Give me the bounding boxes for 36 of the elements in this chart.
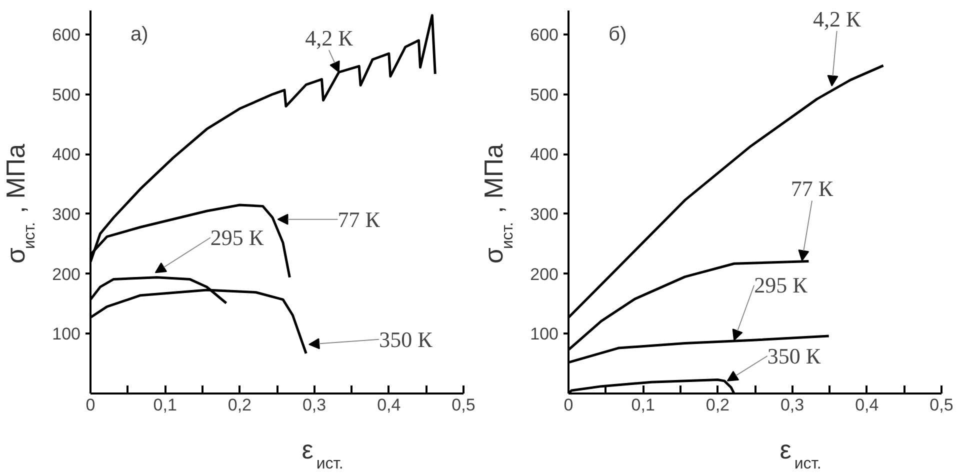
y-tick-label: 600: [530, 25, 559, 44]
y-tick-label: 600: [52, 25, 81, 44]
x-tick-label: 0: [86, 396, 96, 414]
x-tick-label: 0,4: [377, 396, 401, 414]
y-tick-label: 500: [530, 85, 559, 104]
y-tick-label: 200: [52, 264, 81, 284]
x-tick-label: 0,5: [452, 396, 476, 414]
annotation: 350 К: [767, 343, 821, 368]
annotation: 295 К: [210, 225, 264, 250]
x-tick-label: 0,2: [706, 396, 730, 414]
y-tick-label: 400: [530, 145, 559, 164]
y-tick-label: 400: [52, 145, 81, 164]
annotation: 77 К: [790, 176, 834, 202]
x-tick-label: 0,4: [855, 396, 879, 414]
y-axis-title: σист., МПа: [478, 143, 516, 264]
annotation: 350 К: [379, 326, 433, 352]
annotation: 295 К: [754, 272, 808, 298]
x-tick-label: 0,1: [153, 396, 177, 414]
y-axis-title: σист., МПа: [0, 143, 38, 264]
x-tick-label: 0,3: [302, 396, 326, 414]
y-tick-label: 500: [52, 85, 81, 104]
y-tick-label: 100: [530, 324, 559, 344]
text: б): [608, 24, 627, 46]
x-tick-label: 0: [564, 396, 574, 414]
y-tick-label: 200: [530, 264, 559, 284]
x-tick-label: 0,3: [780, 396, 804, 414]
annotation: 77 К: [338, 206, 380, 232]
annotation: 4,2 К: [813, 6, 861, 32]
x-tick-label: 0,1: [631, 396, 655, 414]
y-tick-label: 100: [52, 324, 81, 344]
x-tick-label: 0,5: [930, 396, 954, 414]
y-tick-label: 300: [52, 204, 81, 224]
y-tick-label: 300: [530, 204, 559, 224]
x-tick-label: 0,2: [228, 396, 252, 414]
text: а): [130, 24, 148, 46]
annotation: 4,2 К: [305, 26, 354, 51]
